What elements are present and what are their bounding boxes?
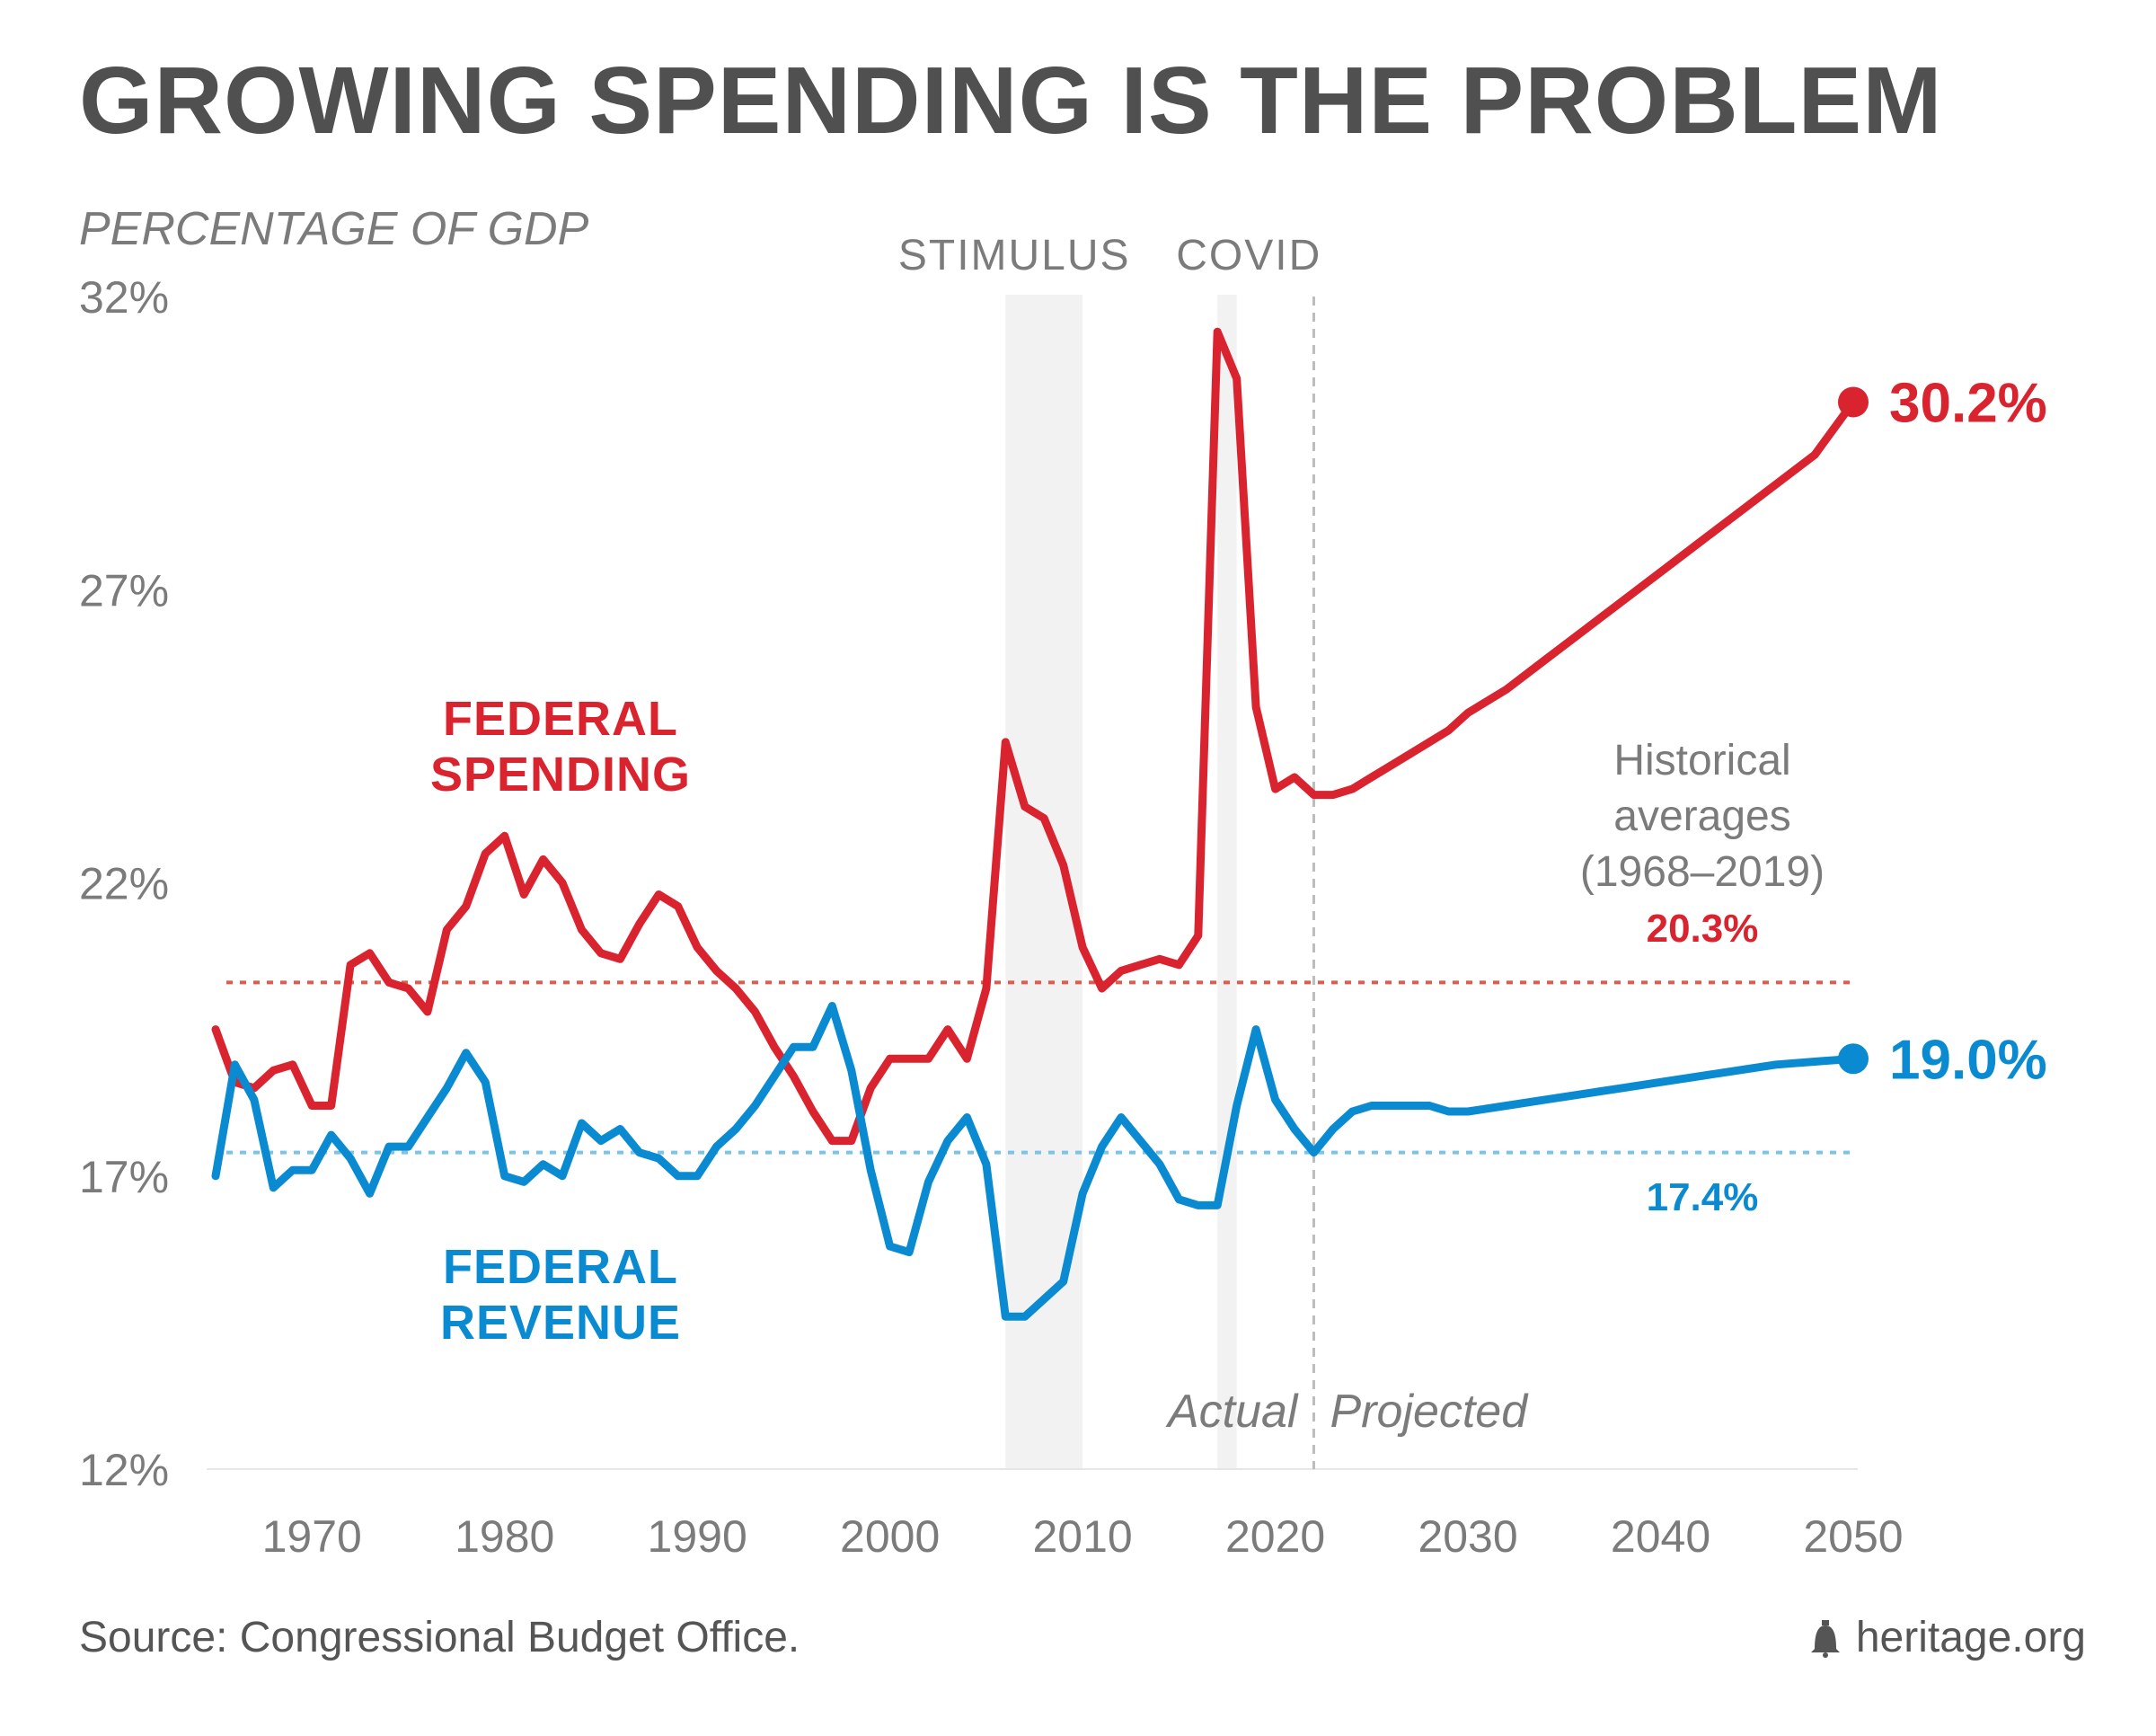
series-lines bbox=[211, 327, 1869, 1321]
shaded-periods: STIMULUS COVID bbox=[898, 232, 1321, 1469]
x-tick-label: 2030 bbox=[1418, 1511, 1517, 1562]
x-tick-label: 2040 bbox=[1611, 1511, 1710, 1562]
series-name-label: FEDERAL bbox=[443, 692, 678, 746]
series-name-label: FEDERAL bbox=[443, 1240, 678, 1294]
series-name-label: REVENUE bbox=[440, 1296, 681, 1350]
y-tick-label: 32% bbox=[79, 272, 169, 323]
y-tick-label: 22% bbox=[79, 859, 169, 909]
x-tick-label: 2000 bbox=[840, 1511, 940, 1562]
y-tick-labels: 12% 17% 22% 27% 32% bbox=[79, 272, 169, 1495]
actual-label: Actual bbox=[1165, 1386, 1299, 1438]
y-axis-label: PERCENTAGE OF GDP bbox=[79, 203, 589, 255]
averages-heading-line: (1968–2019) bbox=[1580, 848, 1825, 896]
projected-label: Projected bbox=[1330, 1386, 1529, 1438]
y-tick-label: 17% bbox=[79, 1152, 169, 1202]
source-note: Source: Congressional Budget Office. bbox=[79, 1614, 800, 1661]
shaded-period-label-0: STIMULUS bbox=[898, 232, 1131, 279]
x-tick-label: 1980 bbox=[455, 1511, 554, 1562]
series-name-label: SPENDING bbox=[430, 748, 691, 802]
series-end-label: 19.0% bbox=[1889, 1029, 2047, 1091]
x-tick-labels: 1970 1980 1990 2000 2010 2020 2030 2040 2050 bbox=[262, 1511, 1904, 1562]
brand: heritage.org bbox=[1807, 1613, 2086, 1662]
shaded-period-label-1: COVID bbox=[1176, 232, 1321, 279]
averages-heading-line: Historical bbox=[1613, 737, 1790, 784]
series-end-point bbox=[1838, 386, 1869, 418]
liberty-bell-icon bbox=[1810, 1619, 1840, 1658]
y-tick-label: 12% bbox=[79, 1445, 169, 1495]
revenue-average-label: 17.4% bbox=[1647, 1175, 1759, 1219]
x-tick-label: 2020 bbox=[1225, 1511, 1325, 1562]
y-tick-label: 27% bbox=[79, 565, 169, 616]
series-line-revenue bbox=[211, 1002, 1858, 1321]
shaded-period-1 bbox=[1217, 295, 1237, 1469]
x-tick-label: 2050 bbox=[1803, 1511, 1903, 1562]
averages-heading-line: averages bbox=[1613, 793, 1790, 840]
series-line-spending bbox=[211, 327, 1858, 1146]
brand-text: heritage.org bbox=[1855, 1614, 2086, 1661]
average-lines: Historical averages (1968–2019) 20.3% 17.4% bbox=[226, 737, 1853, 1219]
series-end-label: 30.2% bbox=[1889, 372, 2047, 434]
x-tick-label: 2010 bbox=[1033, 1511, 1133, 1562]
x-tick-label: 1970 bbox=[262, 1511, 362, 1562]
series-end-point bbox=[1838, 1043, 1869, 1075]
chart-title: GROWING SPENDING IS THE PROBLEM bbox=[79, 48, 1943, 154]
x-tick-label: 1990 bbox=[648, 1511, 747, 1562]
spending-average-label: 20.3% bbox=[1647, 907, 1759, 951]
